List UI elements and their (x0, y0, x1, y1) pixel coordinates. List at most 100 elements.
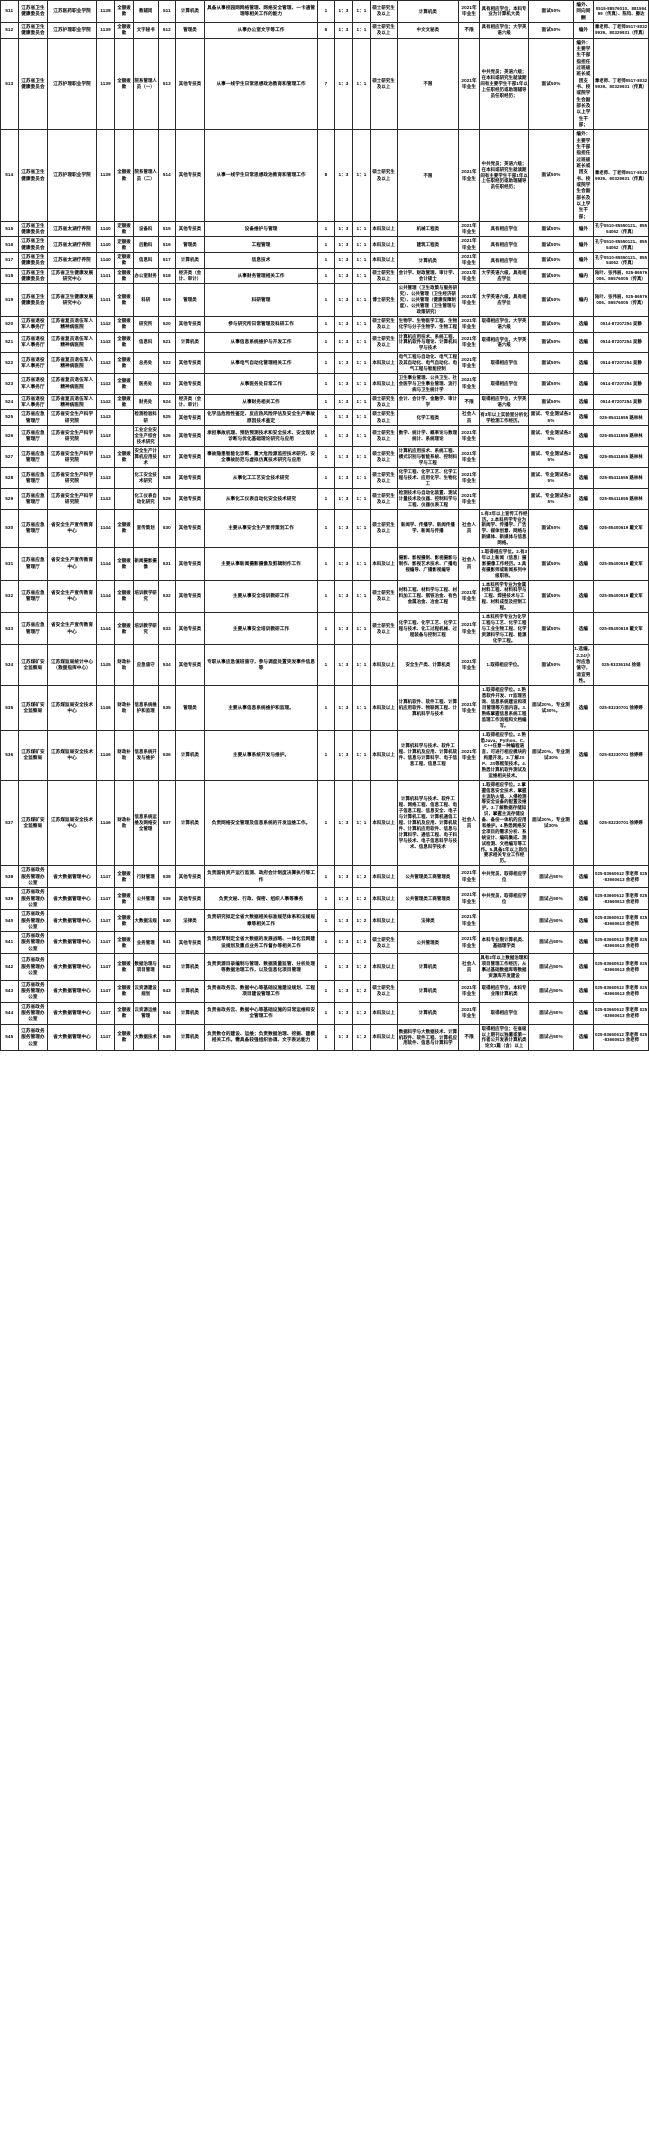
cell-major: 数据科学与大数据技术、计算机软件、软件工程、计算机应用软件、信息与计算科学 (396, 1023, 460, 1052)
cell-education: 本科及以上 (369, 236, 398, 254)
table-row[interactable]: 539 江苏省政务服务管理办公室 省大数据管理中心 1147 全额拨款 公共管理 539 其他… (0, 887, 649, 911)
cell-exam: 面试占50% (528, 931, 574, 955)
table-row[interactable]: 511 江苏省卫生健康委员会 江苏医药职业学院 1138 全额拨款 教辅岗 511 计算机类具… (0, 0, 649, 23)
cell-dept: 江苏省卫生健康委员会 (17, 283, 49, 317)
cell-unit-code: 1147 (95, 865, 116, 889)
cell-unit: 省安全生产宣传教育中心 (47, 611, 97, 646)
cell-post-type: 其他专技类 (175, 129, 205, 222)
cell-post-code: 515 (157, 220, 177, 238)
table-row[interactable]: 536 江苏煤矿安全监察局 江苏煤监局安全技术中心 1146 财政补助 信息系统开发与维护… (0, 729, 649, 781)
cell-duty: 负责省政务云、数据中心等基础设施的日常运维和安全管理工作 (203, 1001, 319, 1025)
cell-ratio1: 1：3 (333, 331, 354, 354)
cell-number: 1 (317, 372, 335, 395)
cell-idx: 543 (0, 979, 19, 1003)
cell-exam: 面试50% (528, 283, 574, 317)
table-row[interactable]: 532 江苏省应急管理厅 省安全生产宣传教育中心 1144 全额拨款 培训教学研究 532 其… (0, 579, 649, 613)
table-row[interactable]: 533 江苏省应急管理厅 省安全生产宣传教育中心 1144 全额拨款 培训教学研究 533 其… (0, 611, 649, 646)
table-row[interactable]: 520 江苏省退役军人事务厅 江苏省复员退伍军人精神病医院 1142 全额拨款 研究所 52… (0, 315, 649, 333)
cell-contact: 025-85400619 戴文军 (593, 611, 649, 646)
cell-post-code: 511 (157, 0, 177, 23)
table-row[interactable]: 524 江苏省退役军人事务厅 江苏省复员退伍军人精神病医院 1142 全额拨款 财务处 52… (0, 393, 649, 411)
table-row[interactable]: 517 江苏省卫生健康委员会 江苏省太湖疗养院 1140 定额拨款 信息科 517 计算机类信… (0, 252, 649, 269)
table-row[interactable]: 540 江苏省政务服务管理办公室 省大数据管理中心 1147 全额拨款 大数据法规 540 法… (0, 909, 649, 933)
table-row[interactable]: 544 江苏省政务服务管理办公室 省大数据管理中心 1147 全额拨款 云资源运维管理 54… (0, 1001, 649, 1025)
cell-ratio1: 1：3 (333, 21, 354, 39)
table-row[interactable]: 518 江苏省卫生健康委员会 江苏省卫生健康发展研究中心 1141 全额拨款 办公室财务 5… (0, 267, 649, 285)
table-row[interactable]: 525 江苏省应急管理厅 江苏省安全生产科学研究院 1143 检测检验科研 525 其他专技… (0, 409, 649, 426)
cell-division: 云资源运维管理 (132, 1001, 159, 1025)
cell-division: 信息科 (132, 331, 159, 354)
table-row[interactable]: 521 江苏省退役军人事务厅 江苏省复员退伍军人精神病医院 1142 全额拨款 信息科 52… (0, 331, 649, 354)
table-row[interactable]: 516 江苏省卫生健康委员会 江苏省太湖疗养院 1140 定额拨款 后勤科 516 管理类 工程… (0, 236, 649, 254)
cell-funding: 财政补助 (114, 644, 134, 687)
table-row[interactable]: 542 江苏省政务服务管理办公室 省大数据管理中心 1147 全额拨款 数据治理与项目管理… (0, 953, 649, 981)
cell-ratio1: 1：3 (333, 508, 354, 549)
cell-establishment: 选编 (572, 372, 595, 395)
table-row[interactable]: 530 江苏省应急管理厅 省安全生产宣传教育中心 1144 全额拨款 宣传策划 530 其他专… (0, 508, 649, 549)
cell-ratio1: 1：3 (333, 129, 354, 222)
cell-division: 行财管理 (132, 865, 159, 889)
cell-idx: 514 (0, 129, 19, 222)
table-row[interactable]: 528 江苏省应急管理厅 江苏省安全生产科学研究院 1143 化工安全技术研究 528 其他… (0, 467, 649, 490)
cell-education: 本科及以上 (369, 729, 398, 781)
cell-other (478, 424, 530, 448)
cell-other: 1.有3年以上宣传工作经历。2.本科所学专业为新闻学、传播学、广告学、媒体创意、… (478, 508, 530, 549)
table-row[interactable]: 531 江苏省应急管理厅 省安全生产宣传教育中心 1144 全额拨款 新闻摄影摄像 531 其… (0, 547, 649, 581)
table-row[interactable]: 512 江苏省卫生健康委员会 江苏护理职业学院 1139 全额拨款 文字秘书 512 管理类从… (0, 21, 649, 39)
table-row[interactable]: 537 江苏煤矿安全监察局 江苏煤监局安全技术中心 1146 财政补助 信息系统运维及网络… (0, 779, 649, 867)
table-row[interactable]: 527 江苏省应急管理厅 江苏省安全生产科学研究院 1143 全额拨款 安全生产计算机应用… (0, 446, 649, 469)
cell-number: 1 (317, 979, 335, 1003)
cell-division: 设备科 (132, 220, 159, 238)
cell-major: 化学工程、化学工艺、化学工程与技术、应用化学、生物化工 (396, 467, 460, 490)
table-row[interactable]: 513 江苏省卫生健康委员会 江苏护理职业学院 1139 全额拨款 院系管理人员（一） 51… (0, 37, 649, 131)
cell-unit: 江苏省卫生健康发展研究中心 (47, 283, 97, 317)
cell-exam: 面试、专业测试各25% (528, 424, 574, 448)
cell-contact: 陆叶、张伟丽，025-86576006、86576005（传真） (593, 283, 649, 317)
cell-duty: 具备从事校园网网络管理、网络安全管理、一卡通管理等相关工作的能力 (203, 0, 319, 23)
cell-post-code: 527 (157, 446, 177, 469)
cell-exam: 面试50% (528, 352, 574, 374)
cell-education: 本科及以上 (369, 372, 398, 395)
cell-dept: 江苏省卫生健康委员会 (17, 236, 49, 254)
cell-duty: 工程管理 (203, 236, 319, 254)
table-row[interactable]: 538 江苏省政务服务管理办公室 省大数据管理中心 1147 全额拨款 行财管理 538 其他… (0, 865, 649, 889)
cell-contact: 章老师、丁老师0517-80329939、80329931（传真） (593, 129, 649, 222)
table-row[interactable]: 526 江苏省应急管理厅 江苏省安全生产科学研究院 1143 工业企业安全生产综合技术研… (0, 424, 649, 448)
cell-idx: 525 (0, 409, 19, 426)
cell-establishment: 编外 (572, 21, 595, 39)
cell-unit-code: 1147 (95, 931, 116, 955)
table-row[interactable]: 515 江苏省卫生健康委员会 江苏省太湖疗养院 1140 定额拨款 设备科 515 其他专技类… (0, 220, 649, 238)
cell-ratio2: 1：1 (352, 37, 371, 131)
cell-exam: 面试占50% (528, 1023, 574, 1052)
table-row[interactable]: 522 江苏省退役军人事务厅 江苏省复员退伍军人精神病医院 1142 全额拨款 总务处 52… (0, 352, 649, 374)
table-row[interactable]: 535 江苏煤矿安全监察局 江苏煤监局安全技术中心 1146 财政补助 信息系统维护和监理… (0, 685, 649, 731)
cell-duty: 负责网络安全管理及信息系统的开发运维工作。 (203, 779, 319, 867)
table-row[interactable]: 545 江苏省政务服务管理办公室 省大数据管理中心 1147 全额拨款 大数据技术 545 计… (0, 1023, 649, 1052)
cell-contact: 孔宁0510-85550121、85554062（传真） (593, 252, 649, 269)
cell-post-type: 计算机类 (175, 331, 205, 354)
table-row[interactable]: 534 江苏煤矿安全监察局 江苏煤监局统计中心（救援指挥中心） 1145 财政补助 应急值… (0, 644, 649, 687)
cell-object: 2021年毕业生 (458, 729, 480, 781)
cell-ratio1: 1：3 (333, 467, 354, 490)
table-row[interactable]: 523 江苏省退役军人事务厅 江苏省复员退伍军人精神病医院 1142 全额拨款 医务处 52… (0, 372, 649, 395)
cell-post-code: 529 (157, 488, 177, 510)
table-row[interactable]: 529 江苏省应急管理厅 江苏省安全生产科学研究院 1143 化工仪表自动化研究 529 其… (0, 488, 649, 510)
table-row[interactable]: 519 江苏省卫生健康委员会 江苏省卫生健康发展研究中心 1141 全额拨款 科研 519 管… (0, 283, 649, 317)
cell-dept: 江苏煤矿安全监察局 (17, 779, 49, 867)
cell-unit: 省大数据管理中心 (47, 953, 97, 981)
cell-unit: 江苏省安全生产科学研究院 (47, 446, 97, 469)
cell-dept: 江苏省卫生健康委员会 (17, 129, 49, 222)
table-row[interactable]: 514 江苏省卫生健康委员会 江苏护理职业学院 1139 全额拨款 院系管理人员（二） 51… (0, 129, 649, 222)
cell-idx: 533 (0, 611, 19, 646)
cell-ratio2: 1：1 (352, 315, 371, 333)
cell-ratio2: 1：1 (352, 685, 371, 731)
cell-major: 中文文秘类 (396, 21, 460, 39)
cell-exam: 面试50% (528, 547, 574, 581)
cell-number: 1 (317, 644, 335, 687)
cell-major: 建筑工程类 (396, 236, 460, 254)
table-row[interactable]: 543 江苏省政务服务管理办公室 省大数据管理中心 1147 全额拨款 云资源建设规划 54… (0, 979, 649, 1003)
cell-ratio2: 1：2 (352, 931, 371, 955)
cell-number: 1 (317, 393, 335, 411)
table-row[interactable]: 541 江苏省政务服务管理办公室 省大数据管理中心 1147 全额拨款 业务管理 541 其他… (0, 931, 649, 955)
cell-post-code: 539 (157, 887, 177, 911)
